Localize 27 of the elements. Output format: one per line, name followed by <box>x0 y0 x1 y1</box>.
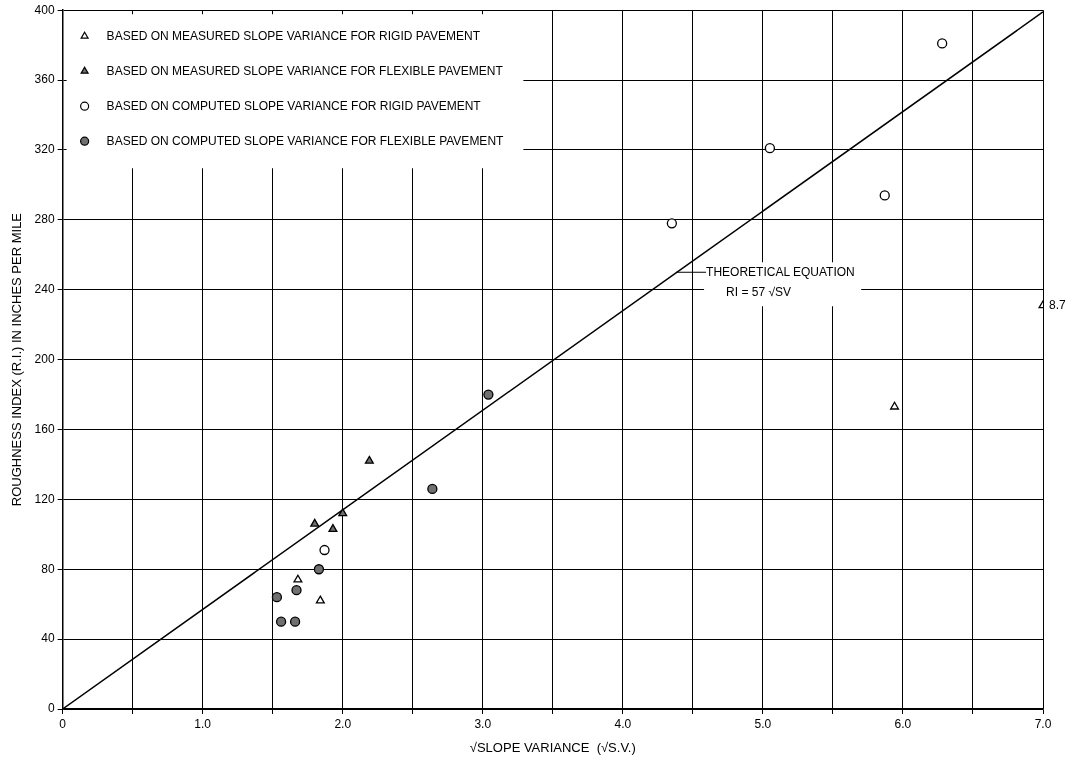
x-tick-label: 0 <box>59 716 67 731</box>
y-tick-label: 320 <box>34 142 55 157</box>
legend-label: BASED ON COMPUTED SLOPE VARIANCE FOR FLEXIBLE PAVEMENT <box>106 133 505 148</box>
y-tick-label: 200 <box>34 351 55 366</box>
x-tick-label: 3.0 <box>474 716 492 731</box>
y-tick-label: 240 <box>34 282 55 297</box>
x-axis-title: √SLOPE VARIANCE (√S.V.) <box>469 739 636 755</box>
x-tick-label: 7.0 <box>1034 716 1052 731</box>
x-tick-label: 6.0 <box>894 716 912 731</box>
legend-label: BASED ON COMPUTED SLOPE VARIANCE FOR RIGID PAVEMENT <box>106 98 482 113</box>
x-tick-label: 2.0 <box>334 716 352 731</box>
y-tick-label: 40 <box>41 631 55 646</box>
y-tick-label: 0 <box>47 701 55 716</box>
y-tick-label: 400 <box>34 2 55 17</box>
annotation: THEORETICAL EQUATION RI = 57 √SV <box>706 264 855 299</box>
y-tick-label: 360 <box>34 72 55 87</box>
legend-label: BASED ON MEASURED SLOPE VARIANCE FOR RIGID PAVEMENT <box>106 28 481 43</box>
x-tick-label: 5.0 <box>754 716 772 731</box>
y-axis-title: ROUGHNESS INDEX (R.I.) IN INCHES PER MILE <box>9 212 25 507</box>
legend-label: BASED ON MEASURED SLOPE VARIANCE FOR FLEXIBLE PAVEMENT <box>106 63 504 78</box>
y-tick-label: 120 <box>34 491 55 506</box>
x-tick-label: 1.0 <box>194 716 212 731</box>
x-tick-label: 4.0 <box>614 716 632 731</box>
y-tick-label: 160 <box>34 421 55 436</box>
y-tick-label: 80 <box>41 561 55 576</box>
y-tick-label: 280 <box>34 212 55 227</box>
annotation: 8.7 <box>1049 297 1067 312</box>
